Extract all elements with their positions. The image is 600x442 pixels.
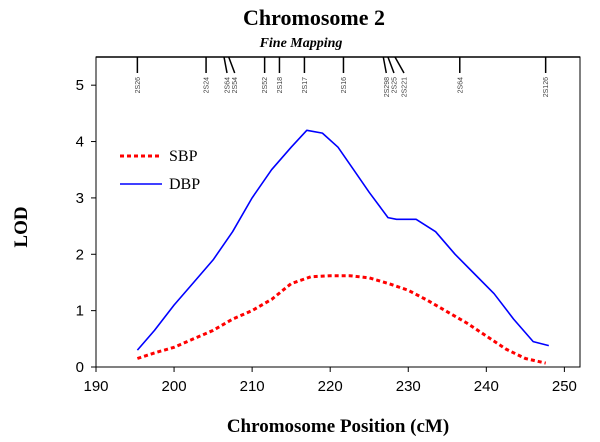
marker-label: 2S24	[204, 77, 211, 93]
marker-line	[228, 56, 236, 74]
y-tick-label: 4	[76, 134, 84, 151]
marker-label: 2S298	[384, 77, 391, 97]
y-tick-label: 0	[76, 359, 84, 376]
marker-label: 2S52	[262, 77, 269, 93]
y-tick-label: 2	[76, 246, 84, 263]
marker-label: 2S64	[457, 77, 464, 93]
y-tick-label: 3	[76, 190, 84, 207]
marker-line	[394, 56, 405, 74]
marker-label: 2S25	[391, 77, 398, 93]
marker-line	[387, 56, 395, 74]
x-axis-title: Chromosome Position (cM)	[227, 416, 449, 437]
marker-label: 2S16	[341, 77, 348, 93]
marker-label: 2S126	[543, 77, 550, 97]
marker-label: 2S17	[302, 77, 309, 93]
y-tick-label: 1	[76, 303, 84, 320]
marker-label: 2S26	[135, 77, 142, 93]
marker-line	[382, 56, 388, 74]
series-line-dbp	[136, 129, 549, 351]
x-tick-label: 230	[396, 378, 421, 395]
legend: SBP DBP	[120, 148, 200, 193]
x-tick-label: 200	[162, 378, 187, 395]
legend-label-sbp: SBP	[169, 148, 198, 165]
plot-frame	[95, 56, 581, 368]
marker-label: 2S221	[401, 77, 408, 97]
tick-layer: 190 200 210 220 230 240 250 0 1 2 3 4 5	[76, 77, 577, 395]
chart-title: Chromosome 2	[243, 5, 385, 30]
marker-line	[223, 56, 228, 74]
x-tick-label: 240	[474, 378, 499, 395]
marker-label: 2S54	[232, 77, 239, 93]
series-line-sbp	[136, 274, 547, 365]
chart-subtitle: Fine Mapping	[259, 36, 343, 51]
x-tick-label: 250	[552, 378, 577, 395]
marker-label: 2S64	[225, 77, 232, 93]
series-layer	[136, 129, 549, 365]
y-axis-title: LOD	[11, 206, 32, 247]
marker-layer: 2S26 2S24 2S64 2S54 2S52 2S18 2S17 2S16 2S298 2S2…	[135, 56, 550, 97]
legend-label-dbp: DBP	[169, 176, 200, 193]
y-tick-label: 5	[76, 77, 84, 94]
marker-label: 2S18	[277, 77, 284, 93]
x-tick-label: 210	[240, 378, 265, 395]
x-tick-label: 190	[83, 378, 108, 395]
x-tick-label: 220	[318, 378, 343, 395]
